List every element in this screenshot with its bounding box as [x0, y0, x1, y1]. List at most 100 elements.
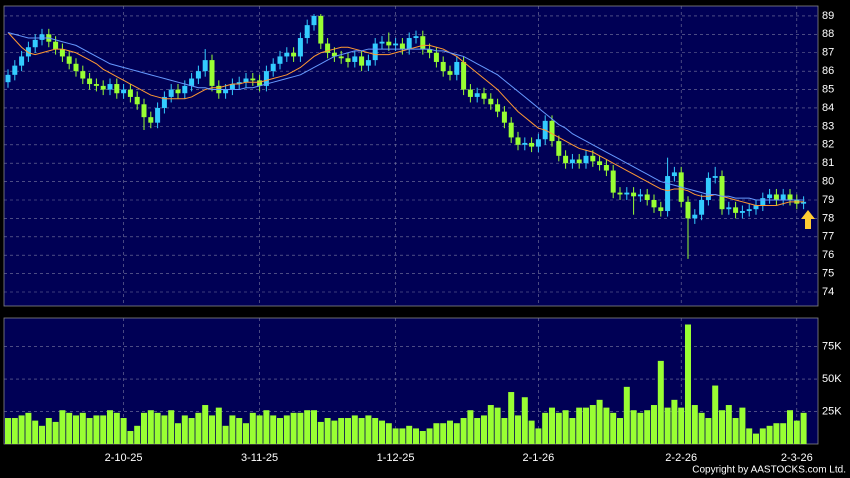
candle-body — [569, 159, 575, 164]
volume-bar — [236, 418, 243, 444]
candle-body — [610, 170, 616, 193]
volume-bar — [52, 421, 59, 444]
volume-bar — [719, 410, 725, 444]
candle-body — [461, 61, 467, 90]
volume-bar — [229, 415, 236, 444]
last-price-arrow — [801, 210, 815, 229]
candle-body — [488, 98, 494, 105]
candle-body — [25, 47, 31, 57]
volume-bar — [188, 418, 195, 444]
candle-body — [576, 159, 582, 164]
candle-body — [284, 52, 290, 57]
volume-bar — [161, 415, 168, 444]
candle-body — [787, 194, 793, 200]
volume-bar — [555, 412, 562, 444]
y-tick-label: 85 — [822, 83, 834, 95]
volume-bar — [759, 428, 766, 444]
candle-body — [379, 41, 385, 44]
volume-bar — [589, 405, 596, 444]
volume-bar — [467, 410, 474, 444]
candle-body — [746, 209, 752, 212]
volume-bar — [297, 412, 304, 444]
volume-bar — [705, 418, 712, 444]
y-tick-label: 76 — [822, 249, 834, 261]
candle-body — [399, 43, 405, 50]
volume-bar — [270, 415, 277, 444]
candle-body — [250, 78, 256, 81]
candle-body — [665, 176, 671, 212]
candle-body — [229, 84, 235, 90]
volume-bar — [460, 418, 467, 444]
candle-body — [420, 36, 426, 50]
candle-body — [338, 56, 344, 59]
x-tick-label: 1-12-25 — [377, 452, 415, 464]
y-tick-label: 75 — [822, 268, 834, 280]
candle-body — [12, 65, 18, 75]
volume-bar — [651, 405, 657, 444]
y-tick-label: 74 — [822, 286, 834, 298]
volume-bar — [345, 418, 351, 444]
candle-body — [760, 198, 766, 206]
volume-bar — [623, 386, 630, 444]
volume-bar — [773, 423, 780, 444]
volume-bar — [209, 415, 215, 444]
candle-body — [372, 43, 378, 61]
candle-body — [583, 155, 589, 164]
candle-body — [467, 89, 473, 97]
y-tick-label: 80 — [822, 175, 834, 187]
volume-bar — [222, 425, 229, 444]
candle-body — [535, 139, 541, 147]
volume-bar — [637, 412, 644, 444]
candle-body — [100, 85, 106, 90]
candle-body — [671, 172, 677, 177]
candle-body — [508, 122, 514, 138]
candle-body — [155, 107, 161, 123]
candle-body — [345, 58, 351, 62]
candle-body — [549, 120, 555, 142]
volume-bar — [753, 433, 759, 444]
candle-body — [767, 194, 773, 199]
volume-bar — [542, 412, 549, 444]
volume-bar — [331, 420, 338, 444]
candle-body — [393, 43, 399, 46]
y-tick-label: 87 — [822, 47, 834, 59]
y-tick-label: 89 — [822, 10, 834, 22]
candle-body — [753, 205, 759, 210]
candle-body — [297, 38, 303, 57]
volume-bar — [147, 410, 154, 444]
volume-bar — [787, 410, 793, 444]
volume-bar — [66, 412, 73, 444]
volume-bar — [195, 412, 202, 444]
volume-bar — [39, 425, 45, 444]
candle-body — [5, 74, 11, 83]
volume-bar — [93, 415, 100, 444]
candle-body — [87, 78, 93, 85]
volume-bar — [691, 405, 698, 444]
volume-bar — [175, 423, 181, 444]
candle-body — [454, 61, 460, 75]
volume-bar — [5, 418, 11, 444]
candle-body — [726, 207, 732, 210]
candle-body — [427, 49, 433, 53]
volume-bar — [379, 420, 385, 444]
volume-bar — [494, 407, 501, 444]
volume-bar — [107, 410, 113, 444]
y-tick-label: 83 — [822, 120, 834, 132]
candle-body — [202, 60, 208, 72]
volume-bar — [324, 418, 331, 444]
volume-bar — [86, 418, 93, 444]
candle-body — [556, 141, 562, 156]
volume-bar — [154, 412, 161, 444]
candle-body — [515, 137, 521, 145]
candle-body — [311, 15, 317, 26]
candle-body — [705, 177, 711, 200]
volume-bar — [358, 418, 365, 444]
volume-bar — [433, 423, 440, 444]
volume-bar — [521, 397, 528, 444]
volume-bar — [365, 415, 372, 444]
y-tick-label: 84 — [822, 102, 834, 114]
candle-body — [481, 93, 487, 99]
x-tick-label: 2-1-26 — [523, 452, 555, 464]
candle-body — [590, 155, 596, 162]
volume-bar — [562, 410, 569, 444]
